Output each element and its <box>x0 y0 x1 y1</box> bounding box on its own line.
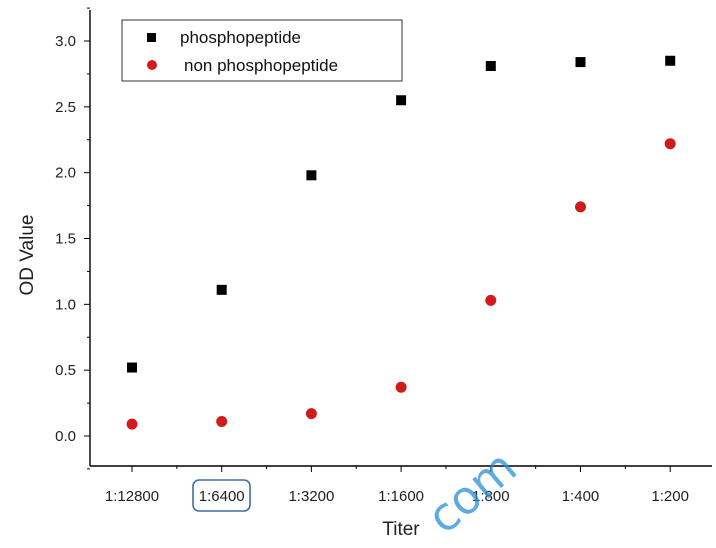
non-phosphopeptide-point <box>664 138 676 150</box>
phosphopeptide-point <box>485 61 496 72</box>
legend-marker-phosphopeptide <box>147 33 156 42</box>
non-phosphopeptide-point <box>216 416 228 428</box>
phosphopeptide-point <box>575 57 586 68</box>
y-tick-label: 1.0 <box>55 296 76 313</box>
non-phosphopeptide-point <box>395 381 407 393</box>
y-tick-label: 0.0 <box>55 428 76 445</box>
x-ticks: 1:12800 1:6400 1:3200 1:1600 1:800 1:400 1:200 <box>105 466 689 505</box>
legend-label-non-phosphopeptide: non phosphopeptide <box>184 56 338 75</box>
phosphopeptide-point <box>216 284 227 295</box>
x-tick-label: 1:800 <box>472 488 510 505</box>
x-tick-label: 1:1600 <box>378 488 424 505</box>
phosphopeptide-point <box>306 170 317 181</box>
x-axis-title: Titer <box>382 519 420 540</box>
phosphopeptide-point <box>396 95 407 106</box>
y-tick-label: 2.5 <box>55 99 76 116</box>
phosphopeptide-point <box>127 362 137 373</box>
phosphopeptide-point <box>665 55 676 66</box>
data-points <box>126 55 676 430</box>
x-tick-label: 1:6400 <box>199 488 245 505</box>
y-ticks: 0.0 0.5 1.0 1.5 2.0 2.5 3.0 <box>55 7 90 470</box>
non-phosphopeptide-point <box>485 294 497 306</box>
non-phosphopeptide-point <box>126 418 138 430</box>
legend-box <box>121 19 403 82</box>
legend: phosphopeptide non phosphopeptide <box>121 19 403 82</box>
y-axis-title: OD Value <box>17 215 38 296</box>
x-tick-label: 1:200 <box>651 488 689 505</box>
y-tick-label: 3.0 <box>55 33 76 50</box>
x-tick-label: 1:12800 <box>105 488 159 505</box>
non-phosphopeptide-point <box>575 201 586 213</box>
y-tick-label: 1.5 <box>55 231 76 248</box>
y-tick-label: 2.0 <box>55 165 76 182</box>
watermark: com <box>417 439 527 544</box>
non-phosphopeptide-point <box>305 408 317 420</box>
y-tick-label: 0.5 <box>55 362 76 379</box>
legend-label-phosphopeptide: phosphopeptide <box>180 28 301 47</box>
legend-marker-non-phosphopeptide <box>147 60 157 70</box>
x-tick-label: 1:3200 <box>288 488 334 505</box>
highlighted-tick-box <box>192 479 251 512</box>
x-tick-label: 1:400 <box>562 488 600 505</box>
